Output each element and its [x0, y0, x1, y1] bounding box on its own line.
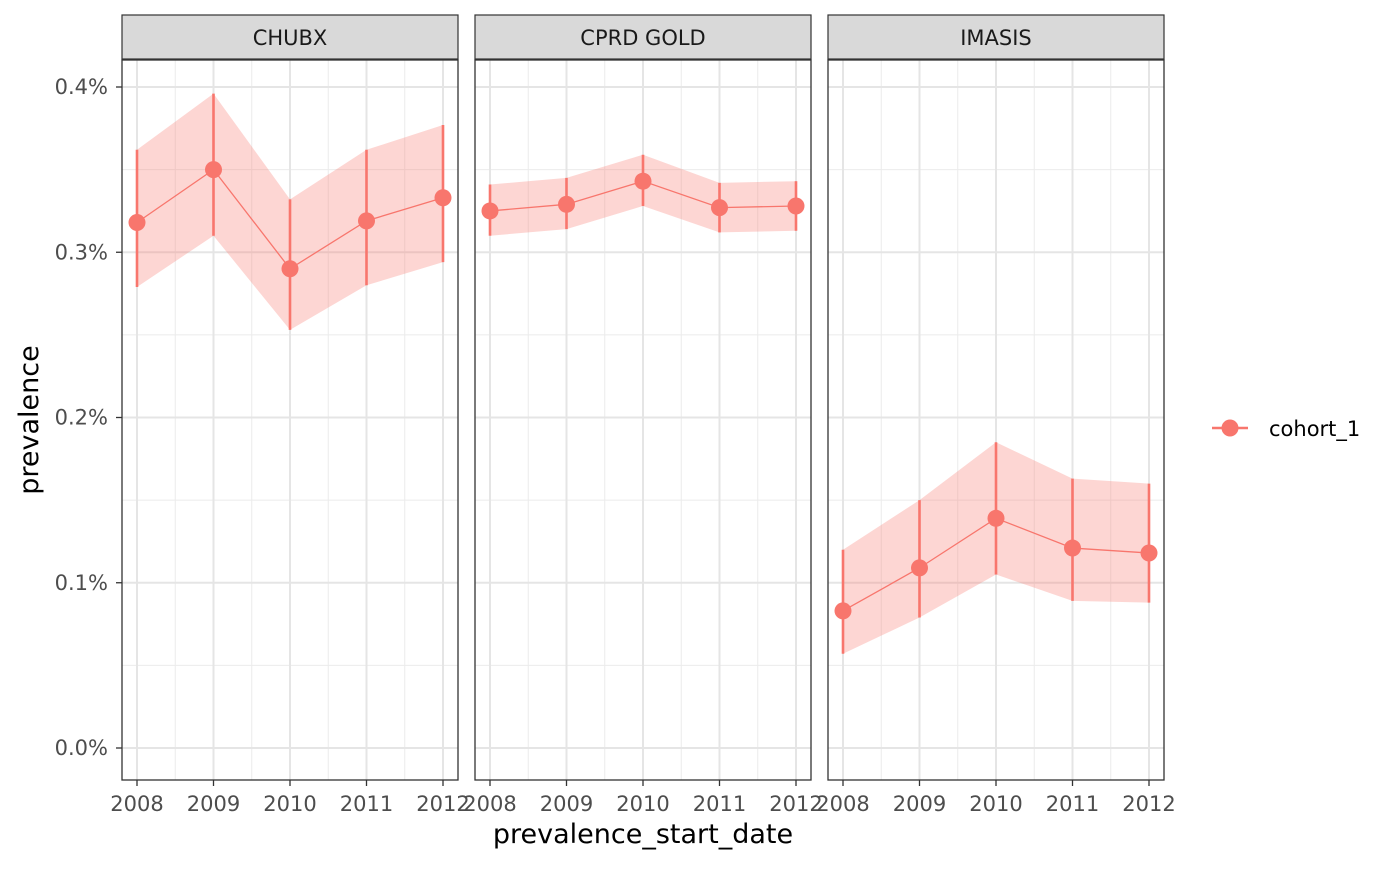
- facet-panel-imasis: IMASIS 2008 2009 2010 2011 2012: [816, 14, 1176, 816]
- x-tick-label: 2012: [1122, 792, 1175, 816]
- x-tick-label: 2011: [1046, 792, 1099, 816]
- legend-label: cohort_1: [1269, 417, 1360, 442]
- facet-strip-label: CHUBX: [253, 26, 328, 50]
- facet-strip: [474, 14, 812, 60]
- data-point: [281, 260, 299, 278]
- x-tick-label: 2011: [340, 792, 393, 816]
- data-point: [987, 509, 1005, 527]
- data-point: [434, 189, 452, 207]
- x-tick-label: 2010: [616, 792, 669, 816]
- x-tick-label: 2008: [110, 792, 163, 816]
- x-tick-label: 2012: [769, 792, 822, 816]
- data-point: [358, 212, 375, 230]
- x-tick-label: 2011: [693, 792, 746, 816]
- y-tick-label: 0.4%: [55, 75, 108, 99]
- y-tick-label: 0.0%: [55, 736, 108, 760]
- y-axis-title: prevalence: [14, 345, 45, 494]
- x-tick-label: 2009: [893, 792, 946, 816]
- data-point: [205, 161, 222, 179]
- y-tick-label: 0.3%: [55, 240, 108, 264]
- data-point: [481, 202, 499, 220]
- data-point: [1064, 539, 1081, 557]
- legend-key-point: [1221, 419, 1239, 437]
- x-tick-label: 2008: [463, 792, 516, 816]
- data-point: [787, 197, 805, 215]
- facet-panel-cprd-gold: CPRD GOLD 2008 2009 2010 2011 2012: [463, 14, 823, 816]
- x-tick-label: 2012: [416, 792, 469, 816]
- x-tick-label: 2010: [263, 792, 316, 816]
- x-tick-label: 2009: [187, 792, 240, 816]
- data-point: [711, 199, 728, 217]
- data-point: [911, 559, 928, 577]
- facet-strip: [827, 14, 1165, 60]
- x-tick-label: 2010: [969, 792, 1022, 816]
- y-tick-label: 0.1%: [55, 571, 108, 595]
- x-tick-label: 2009: [540, 792, 593, 816]
- facet-strip: [121, 14, 459, 60]
- facet-strip-label: IMASIS: [960, 26, 1032, 50]
- facet-strip-label: CPRD GOLD: [580, 26, 705, 50]
- facet-panel-chubx: CHUBX 2008 2009 2010 2011 2012: [110, 14, 470, 816]
- x-axis-title: prevalence_start_date: [493, 819, 793, 850]
- x-tick-label: 2008: [816, 792, 869, 816]
- data-point: [558, 195, 575, 213]
- legend: cohort_1: [1212, 417, 1360, 442]
- y-tick-label: 0.2%: [55, 406, 108, 430]
- data-point: [834, 602, 852, 620]
- data-point: [128, 214, 146, 232]
- data-point: [634, 172, 652, 190]
- data-point: [1140, 544, 1158, 562]
